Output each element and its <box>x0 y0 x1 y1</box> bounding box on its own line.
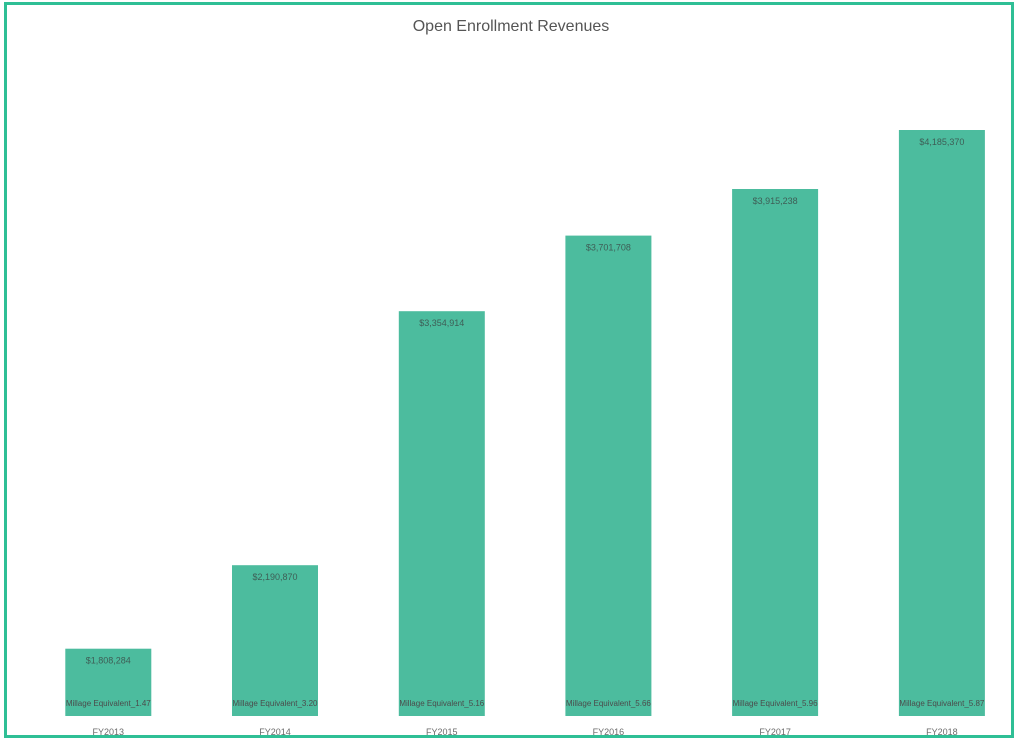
millage-labels-group: Millage Equivalent_1.47 Millage Equivalen… <box>66 699 985 708</box>
x-tick-fy2014: FY2014 <box>259 727 291 737</box>
millage-label-fy2014: Millage Equivalent_3.20 <box>233 699 318 708</box>
bars-group <box>65 130 985 716</box>
millage-label-fy2016: Millage Equivalent_5.66 <box>566 699 651 708</box>
chart-title: Open Enrollment Revenues <box>412 18 610 35</box>
chart-frame <box>4 2 1014 738</box>
x-tick-fy2017: FY2017 <box>759 727 791 737</box>
data-label-fy2016: $3,701,708 <box>586 243 631 253</box>
data-label-fy2013: $1,808,284 <box>86 656 131 666</box>
bar-fy2013 <box>65 648 152 716</box>
x-tick-labels-group: FY2013 FY2014 FY2015 FY2016 FY2017 FY2018 <box>93 727 958 737</box>
data-label-fy2015: $3,354,914 <box>419 318 464 328</box>
x-tick-fy2015: FY2015 <box>426 727 458 737</box>
data-label-fy2018: $4,185,370 <box>919 137 964 147</box>
bar-fy2018 <box>898 130 985 716</box>
millage-label-fy2017: Millage Equivalent_5.96 <box>733 699 818 708</box>
data-label-fy2014: $2,190,870 <box>252 572 297 582</box>
millage-label-fy2015: Millage Equivalent_5.16 <box>399 699 484 708</box>
bar-fy2017 <box>732 189 819 716</box>
bar-fy2016 <box>565 235 652 716</box>
x-tick-fy2016: FY2016 <box>593 727 625 737</box>
data-label-fy2017: $3,915,238 <box>753 196 798 206</box>
millage-label-fy2018: Millage Equivalent_5.87 <box>899 699 984 708</box>
x-tick-fy2013: FY2013 <box>93 727 125 737</box>
millage-label-fy2013: Millage Equivalent_1.47 <box>66 699 151 708</box>
x-tick-fy2018: FY2018 <box>926 727 958 737</box>
value-labels-group: $1,808,284 $2,190,870 $3,354,914 $3,701,708… <box>86 137 965 666</box>
bar-fy2014 <box>232 565 318 716</box>
bar-fy2015 <box>398 311 485 716</box>
